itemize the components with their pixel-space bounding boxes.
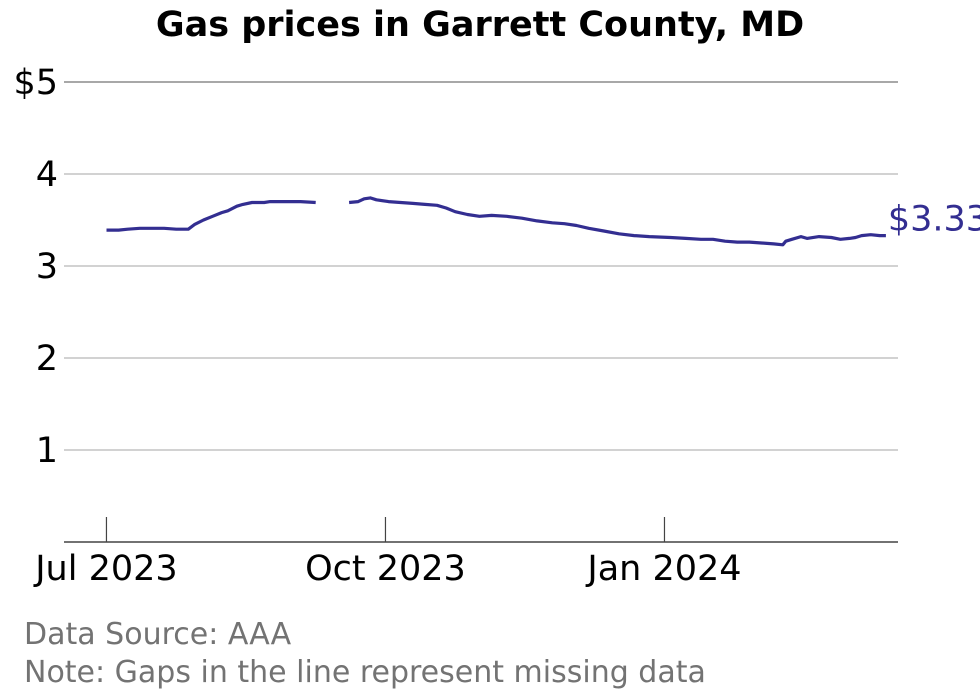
axes: 1 2 3 4 $5 Jul 2023 Oct 2023 Jan 2024: [13, 63, 898, 589]
last-value-label: $3.33: [888, 200, 980, 240]
gridlines: [64, 81, 898, 451]
x-tick-label: Jan 2024: [585, 549, 741, 589]
series-line-group: [106, 196, 886, 247]
series-line-segment: [106, 200, 316, 232]
x-tick-label: Jul 2023: [33, 549, 177, 589]
line-chart: Gas prices in Garrett County, MD 1 2 3 4 $5 J…: [13, 5, 980, 589]
label-group: $3.33: [888, 200, 980, 240]
series-line-segment: [348, 196, 886, 247]
y-tick-label: 3: [36, 247, 58, 287]
data-source-note: Data Source: AAA: [24, 617, 292, 652]
y-tick-label: 1: [36, 431, 58, 471]
chart-title: Gas prices in Garrett County, MD: [156, 5, 804, 45]
missing-data-note: Note: Gaps in the line represent missing…: [24, 655, 706, 690]
x-tick-label: Oct 2023: [305, 549, 466, 589]
y-tick-label: $5: [13, 63, 58, 103]
y-tick-label: 2: [36, 339, 58, 379]
y-tick-label: 4: [36, 155, 58, 195]
